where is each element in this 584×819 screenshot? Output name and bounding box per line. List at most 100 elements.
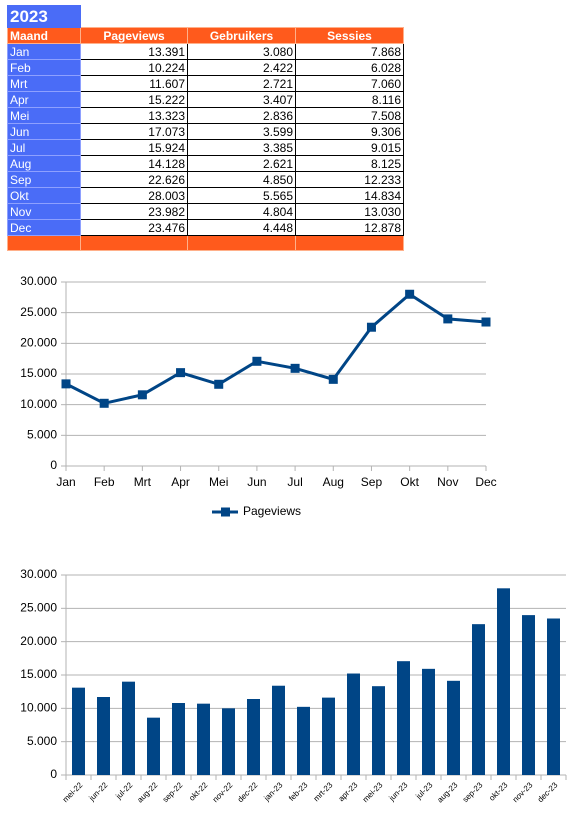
y-tick-label: 5.000: [27, 734, 57, 748]
bar: [472, 624, 485, 775]
data-point: [290, 363, 300, 373]
month-cell: Feb: [7, 59, 81, 76]
y-tick-label: 5.000: [27, 428, 57, 442]
x-tick-label: jun-23: [387, 780, 410, 803]
bar: [197, 703, 210, 775]
y-tick-label: 10.000: [20, 397, 57, 411]
table-row: Mei 13.323 2.836 7.508: [7, 107, 404, 124]
x-tick-label: nov-23: [511, 780, 535, 804]
bar: [172, 703, 185, 775]
table-row: Feb 10.224 2.422 6.028: [7, 59, 404, 76]
footer-cell: [80, 235, 188, 251]
x-tick-label: Feb: [94, 475, 115, 489]
y-tick-label: 20.000: [20, 336, 57, 350]
bar: [122, 681, 135, 775]
y-tick-label: 15.000: [20, 667, 57, 681]
x-tick-label: Mrt: [134, 475, 152, 489]
bar: [372, 686, 385, 775]
x-tick-label: jun-22: [87, 780, 110, 803]
table-row: Jul 15.924 3.385 9.015: [7, 139, 404, 156]
footer-cell: [7, 235, 81, 251]
x-tick-label: Mei: [209, 475, 228, 489]
legend-marker: [221, 507, 230, 517]
x-tick-label: jul-23: [413, 780, 434, 801]
data-point: [137, 390, 147, 400]
month-cell: Aug: [7, 155, 81, 172]
bar: [422, 668, 435, 775]
x-tick-label: Dec: [475, 475, 496, 489]
data-point: [61, 379, 71, 389]
table-row: Aug 14.128 2.621 8.125: [7, 155, 404, 172]
bar: [272, 685, 285, 775]
table-row: Jun 17.073 3.599 9.306: [7, 123, 404, 140]
bar: [397, 661, 410, 775]
x-tick-label: mei-22: [61, 780, 85, 804]
data-point: [176, 368, 186, 378]
value-cell: 8.116: [295, 91, 404, 108]
table-row: Okt 28.003 5.565 14.834: [7, 187, 404, 204]
data-point: [252, 356, 262, 366]
x-tick-label: feb-23: [287, 780, 310, 803]
data-table: 2023 Maand Pageviews Gebruikers Sessies Jan 1…: [7, 5, 404, 251]
bar: [547, 618, 560, 775]
bar: [72, 687, 85, 775]
y-tick-label: 30.000: [20, 274, 57, 288]
bar: [447, 680, 460, 775]
value-cell: 11.607: [80, 75, 188, 92]
value-cell: 15.222: [80, 91, 188, 108]
month-cell: Mei: [7, 107, 81, 124]
value-cell: 6.028: [295, 59, 404, 76]
x-tick-label: aug-22: [135, 780, 159, 804]
x-tick-label: Jul: [287, 475, 302, 489]
bar: [297, 706, 310, 775]
month-cell: Jun: [7, 123, 81, 140]
legend-label: Pageviews: [243, 504, 301, 518]
x-tick-label: okt-22: [187, 780, 209, 802]
x-tick-label: sep-23: [461, 780, 485, 804]
x-tick-label: Jan: [56, 475, 75, 489]
x-tick-label: dec-22: [236, 780, 260, 804]
data-point: [405, 289, 415, 299]
table-row: Dec 23.476 4.448 12.878: [7, 219, 404, 236]
x-tick-label: mrt-23: [312, 780, 335, 803]
table-row: Sep 22.626 4.850 12.233: [7, 171, 404, 188]
header-cell: Pageviews: [80, 27, 188, 44]
x-tick-label: okt-23: [487, 780, 509, 802]
data-point: [328, 374, 338, 384]
bar: [497, 588, 510, 775]
data-point: [99, 398, 109, 408]
y-tick-label: 0: [50, 458, 57, 472]
x-tick-label: Okt: [400, 475, 419, 489]
value-cell: 13.030: [295, 203, 404, 220]
bar: [347, 673, 360, 775]
x-tick-label: Jun: [247, 475, 266, 489]
x-tick-label: nov-22: [211, 780, 235, 804]
value-cell: 9.306: [295, 123, 404, 140]
header-row: Maand Pageviews Gebruikers Sessies: [7, 27, 404, 44]
data-line: [65, 292, 487, 405]
bar: [147, 717, 160, 775]
x-tick-label: jan-23: [262, 780, 285, 803]
y-tick-label: 15.000: [20, 366, 57, 380]
y-tick-label: 10.000: [20, 701, 57, 715]
y-tick-label: 30.000: [20, 567, 57, 581]
x-tick-label: Nov: [437, 475, 458, 489]
y-tick-label: 0: [50, 767, 57, 781]
value-cell: 5.565: [187, 187, 296, 204]
value-cell: 23.476: [80, 219, 188, 236]
data-point: [481, 317, 491, 327]
header-cell: Sessies: [295, 27, 404, 44]
x-tick-label: Aug: [323, 475, 344, 489]
x-tick-label: aug-23: [435, 780, 459, 804]
bar: [97, 697, 110, 775]
y-tick-label: 25.000: [20, 305, 57, 319]
bar: [222, 708, 235, 775]
bar: [247, 699, 260, 775]
month-cell: Dec: [7, 219, 81, 236]
bar: [322, 697, 335, 775]
footer-row: [7, 235, 404, 251]
x-tick-label: sep-22: [161, 780, 185, 804]
data-point: [443, 314, 453, 324]
x-tick-label: apr-23: [337, 780, 360, 803]
